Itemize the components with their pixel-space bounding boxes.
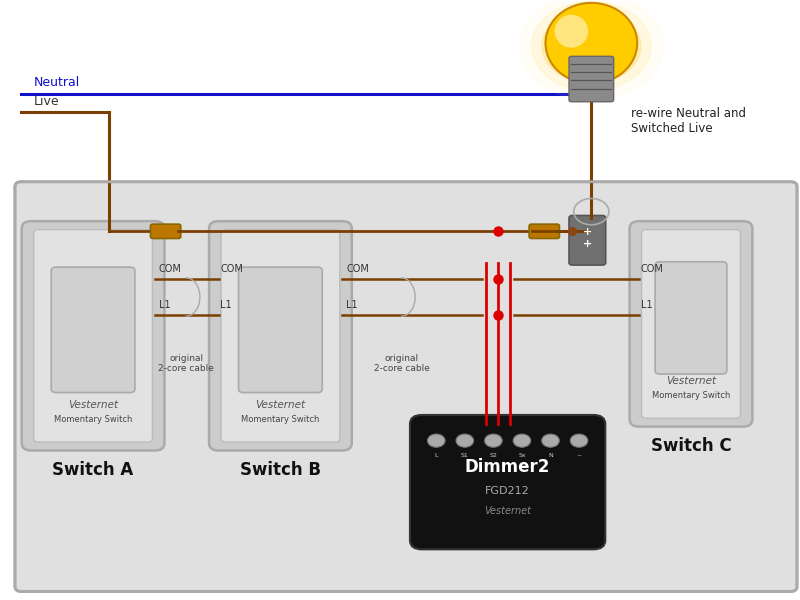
- Text: L1: L1: [220, 300, 232, 310]
- FancyBboxPatch shape: [238, 267, 322, 392]
- Circle shape: [542, 434, 559, 447]
- Text: +: +: [582, 239, 592, 249]
- Text: Vesternet: Vesternet: [484, 506, 531, 516]
- FancyBboxPatch shape: [569, 215, 606, 265]
- Text: original
2-core cable: original 2-core cable: [374, 354, 430, 373]
- FancyBboxPatch shape: [655, 262, 727, 374]
- Text: L: L: [434, 453, 438, 458]
- FancyBboxPatch shape: [209, 221, 352, 451]
- Text: Vesternet: Vesternet: [68, 400, 118, 410]
- Text: Sx: Sx: [518, 453, 526, 458]
- FancyBboxPatch shape: [569, 56, 614, 102]
- Text: L1: L1: [641, 300, 652, 310]
- Text: FGD212: FGD212: [486, 486, 530, 496]
- Text: S2: S2: [490, 453, 498, 458]
- Text: ~: ~: [577, 453, 582, 458]
- Circle shape: [513, 434, 530, 447]
- Circle shape: [519, 0, 663, 100]
- Text: Momentary Switch: Momentary Switch: [242, 415, 320, 424]
- Text: original
2-core cable: original 2-core cable: [158, 354, 214, 373]
- Text: L1: L1: [346, 300, 358, 310]
- Circle shape: [542, 9, 641, 83]
- Text: COM: COM: [159, 265, 182, 274]
- Ellipse shape: [554, 15, 588, 47]
- FancyBboxPatch shape: [150, 224, 181, 238]
- Circle shape: [456, 434, 474, 447]
- Text: COM: COM: [641, 265, 664, 274]
- Text: L1: L1: [159, 300, 170, 310]
- Text: Vesternet: Vesternet: [255, 400, 306, 410]
- Text: Vesternet: Vesternet: [666, 376, 716, 386]
- Circle shape: [485, 434, 502, 447]
- Circle shape: [570, 434, 588, 447]
- FancyBboxPatch shape: [22, 221, 165, 451]
- FancyBboxPatch shape: [51, 267, 135, 392]
- Text: Switch A: Switch A: [53, 461, 134, 479]
- Circle shape: [531, 1, 651, 91]
- Circle shape: [427, 434, 445, 447]
- Text: Switch C: Switch C: [650, 437, 731, 455]
- Text: Momentary Switch: Momentary Switch: [54, 415, 132, 424]
- Text: Live: Live: [34, 95, 59, 108]
- FancyBboxPatch shape: [34, 230, 153, 442]
- Text: S1: S1: [461, 453, 469, 458]
- FancyBboxPatch shape: [221, 230, 340, 442]
- FancyBboxPatch shape: [410, 415, 606, 550]
- FancyBboxPatch shape: [642, 230, 741, 418]
- FancyBboxPatch shape: [15, 182, 797, 592]
- Text: N: N: [548, 453, 553, 458]
- Text: Switch B: Switch B: [240, 461, 321, 479]
- Text: re-wire Neutral and
Switched Live: re-wire Neutral and Switched Live: [631, 107, 746, 135]
- Text: +: +: [582, 227, 592, 237]
- Text: COM: COM: [346, 265, 369, 274]
- Text: Neutral: Neutral: [34, 76, 79, 89]
- Text: COM: COM: [220, 265, 243, 274]
- Text: Dimmer2: Dimmer2: [465, 458, 550, 476]
- Ellipse shape: [546, 3, 637, 83]
- Text: Momentary Switch: Momentary Switch: [652, 391, 730, 400]
- FancyBboxPatch shape: [529, 224, 559, 238]
- FancyBboxPatch shape: [630, 221, 752, 427]
